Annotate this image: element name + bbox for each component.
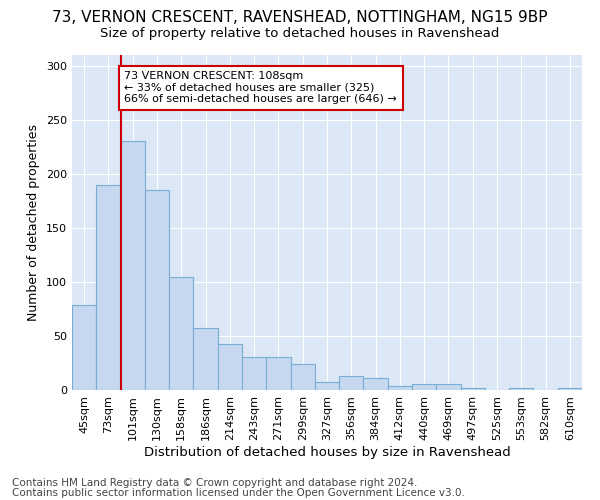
Bar — [412, 384, 436, 390]
Bar — [290, 364, 315, 390]
Bar — [461, 388, 485, 390]
Text: 73 VERNON CRESCENT: 108sqm
← 33% of detached houses are smaller (325)
66% of sem: 73 VERNON CRESCENT: 108sqm ← 33% of deta… — [124, 71, 397, 104]
Bar — [218, 344, 242, 390]
Bar — [558, 388, 582, 390]
Bar — [315, 382, 339, 390]
Bar — [436, 384, 461, 390]
Text: 73, VERNON CRESCENT, RAVENSHEAD, NOTTINGHAM, NG15 9BP: 73, VERNON CRESCENT, RAVENSHEAD, NOTTING… — [52, 10, 548, 25]
Bar — [96, 184, 121, 390]
Bar — [121, 142, 145, 390]
Text: Contains public sector information licensed under the Open Government Licence v3: Contains public sector information licen… — [12, 488, 465, 498]
Text: Size of property relative to detached houses in Ravenshead: Size of property relative to detached ho… — [100, 28, 500, 40]
Bar — [388, 386, 412, 390]
Bar — [242, 356, 266, 390]
Bar — [145, 190, 169, 390]
Bar — [72, 304, 96, 390]
Y-axis label: Number of detached properties: Number of detached properties — [28, 124, 40, 321]
Bar — [169, 276, 193, 390]
Text: Contains HM Land Registry data © Crown copyright and database right 2024.: Contains HM Land Registry data © Crown c… — [12, 478, 418, 488]
Bar — [193, 328, 218, 390]
Bar — [266, 356, 290, 390]
Bar — [509, 388, 533, 390]
Bar — [339, 376, 364, 390]
X-axis label: Distribution of detached houses by size in Ravenshead: Distribution of detached houses by size … — [143, 446, 511, 458]
Bar — [364, 378, 388, 390]
